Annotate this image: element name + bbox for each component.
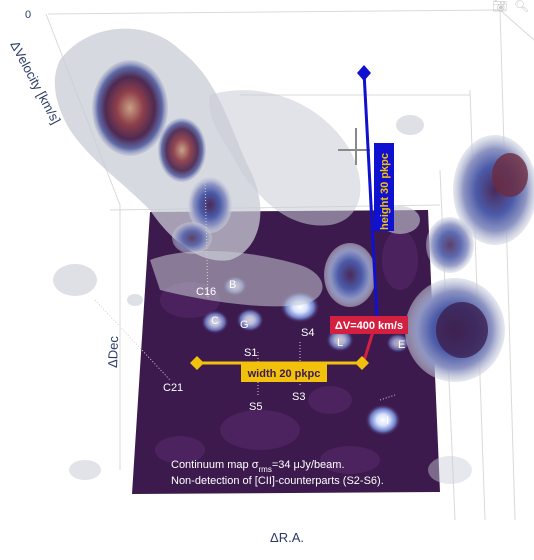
source-label-i: I	[386, 415, 389, 427]
caption-line-2: Non-detection of [CII]-counterparts (S2-…	[171, 475, 384, 487]
source-label-s3: S3	[292, 391, 305, 403]
y-axis-title: ΔDec	[105, 335, 121, 368]
velocity-scale-bar[interactable]: ΔV=400 km/s	[330, 316, 408, 365]
source-label-c16: C16	[196, 286, 216, 298]
zoom-icon[interactable]: 🔍︎	[514, 0, 530, 13]
caption-line-1: Continuum map σrms=34 μJy/beam.	[171, 459, 345, 474]
gas-clouds	[53, 28, 534, 484]
cross-marker	[338, 128, 370, 165]
source-label-l: L	[337, 337, 343, 349]
source-labels: C16 C21 S1 S3 S4 S5 L E I G C B	[163, 279, 405, 427]
source-label-s1: S1	[244, 347, 257, 359]
source-label-g: G	[240, 319, 249, 331]
width-scale-bar[interactable]: width 20 pkpc	[190, 356, 369, 382]
height-scale-bar[interactable]: height 30 pkpc	[357, 65, 394, 319]
source-label-e: E	[398, 339, 405, 351]
source-label-c21: C21	[163, 382, 183, 394]
source-label-s5: S5	[249, 401, 262, 413]
source-label-s4: S4	[301, 327, 314, 339]
source-label-c: C	[211, 315, 219, 327]
source-label-b: B	[229, 279, 236, 291]
width-scale-label: width 20 pkpc	[247, 368, 321, 380]
height-scale-label: height 30 pkpc	[379, 153, 391, 230]
camera-icon[interactable]: 📷︎	[492, 0, 508, 13]
z-axis-tick-0: 0	[25, 9, 31, 21]
modebar: 📷︎ 🔍︎	[492, 0, 530, 14]
x-axis-title: ΔR.A.	[270, 530, 304, 545]
velocity-scale-label: ΔV=400 km/s	[335, 320, 403, 332]
